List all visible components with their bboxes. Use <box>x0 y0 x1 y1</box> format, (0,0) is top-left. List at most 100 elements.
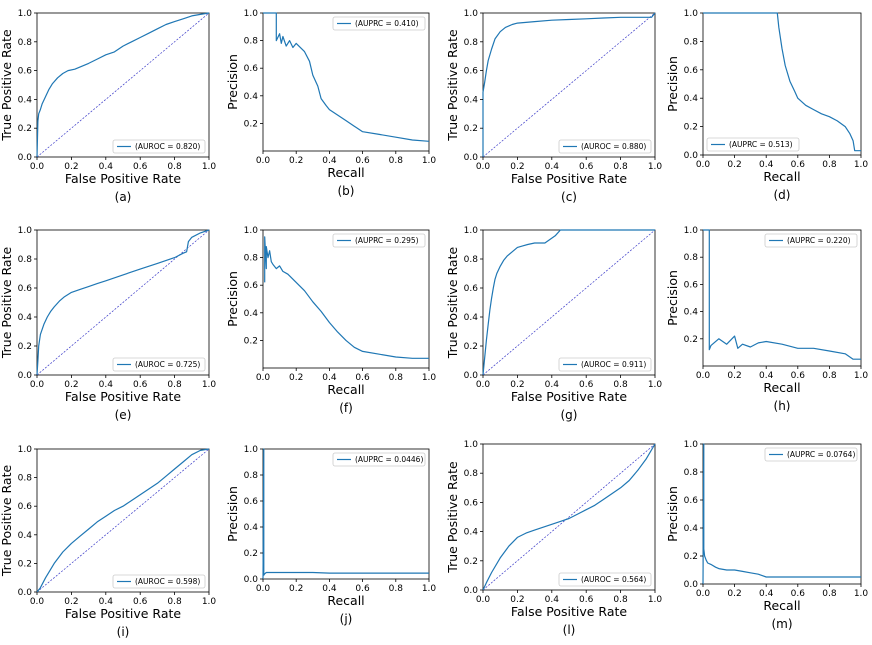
x-tick-label: 1.0 <box>648 595 663 605</box>
y-tick-label: 0.4 <box>684 94 699 104</box>
series-line <box>482 12 656 157</box>
x-tick-label: 0.6 <box>133 380 148 390</box>
plot-frame <box>482 12 656 158</box>
legend-box <box>764 233 858 248</box>
y-tick-label: 0.4 <box>684 524 699 534</box>
legend: (AUROC = 0.598) <box>112 574 206 589</box>
y-tick-label: 1.0 <box>244 445 259 455</box>
x-tick-label: 0.2 <box>64 162 78 172</box>
x-tick-label: 0.8 <box>167 597 182 607</box>
x-tick-label: 0.6 <box>355 156 370 166</box>
chance-diagonal <box>36 12 210 158</box>
y-axis-label: True Positive Rate <box>445 461 460 574</box>
panel-caption: (j) <box>340 612 353 626</box>
x-tick-label: 0.4 <box>759 160 774 170</box>
y-tick-label: 1.0 <box>244 226 259 236</box>
y-axis-label: True Positive Rate <box>0 29 14 142</box>
panel-f: 0.0 0.2 0.4 0.6 0.8 1.0 0.2 0.4 0.6 0.8 1.0 Recall P… <box>225 226 436 415</box>
y-tick-label: 0.8 <box>18 255 33 265</box>
x-tick-label: 1.0 <box>854 589 869 599</box>
panel-caption: (m) <box>771 617 792 631</box>
y-tick-label: 0.2 <box>464 342 478 352</box>
y-tick-label: 0.6 <box>464 284 479 294</box>
panel-caption: (g) <box>561 408 578 422</box>
y-tick-label: 0.2 <box>18 559 32 569</box>
x-axis-label: False Positive Rate <box>65 171 181 186</box>
y-tick-label: 1.0 <box>684 9 699 19</box>
legend-box <box>558 572 652 587</box>
panel-d: 0.0 0.2 0.4 0.6 0.8 1.0 0.0 0.2 0.4 0.6 0.8 1.0 Reca… <box>665 9 868 202</box>
y-tick-label: 0.8 <box>18 38 33 48</box>
x-tick-label: 0.8 <box>167 162 182 172</box>
legend: (AUPRC = 0.0764) <box>764 447 858 462</box>
plot-frame <box>36 229 210 376</box>
x-tick-label: 0.8 <box>389 373 404 383</box>
x-tick-label: 0.0 <box>30 597 45 607</box>
y-tick-label: 0.4 <box>244 523 259 533</box>
chance-diagonal <box>36 229 210 376</box>
y-tick-label: 1.0 <box>684 440 699 450</box>
y-tick-label: 0.0 <box>464 153 479 163</box>
x-tick-label: 0.2 <box>289 373 303 383</box>
x-axis-label: Recall <box>327 165 364 180</box>
panel-m: 0.0 0.2 0.4 0.6 0.8 1.0 0.0 0.2 0.4 0.6 0.8 1.0 Reca… <box>665 440 868 631</box>
legend-box <box>332 233 426 248</box>
x-tick-label: 0.8 <box>822 160 837 170</box>
legend-box <box>112 574 206 589</box>
panel-caption: (e) <box>115 408 132 422</box>
x-tick-label: 0.4 <box>322 156 337 166</box>
x-tick-label: 0.4 <box>99 597 114 607</box>
y-tick-label: 0.0 <box>684 151 699 161</box>
y-tick-label: 0.4 <box>464 528 479 538</box>
y-tick-label: 0.0 <box>18 153 33 163</box>
y-tick-label: 0.6 <box>684 280 699 290</box>
x-tick-label: 0.6 <box>355 373 370 383</box>
x-tick-label: 0.0 <box>256 156 271 166</box>
x-tick-label: 0.8 <box>613 595 628 605</box>
legend-label: (AUPRC = 0.220) <box>787 236 851 245</box>
legend-box <box>332 16 426 31</box>
panel-c: 0.0 0.2 0.4 0.6 0.8 1.0 0.0 0.2 0.4 0.6 0.8 1.0 Fals… <box>445 9 662 204</box>
y-tick-label: 0.2 <box>684 335 698 345</box>
y-axis-label: Precision <box>665 270 680 326</box>
legend-box <box>112 139 206 154</box>
legend: (AUPRC = 0.0446) <box>332 452 426 467</box>
y-tick-label: 0.4 <box>244 309 259 319</box>
legend-box <box>332 452 426 467</box>
panel-l: 0.0 0.2 0.4 0.6 0.8 1.0 0.0 0.2 0.4 0.6 0.8 1.0 Fals… <box>445 440 662 637</box>
legend-label: (AUPRC = 0.0446) <box>355 455 423 464</box>
x-tick-label: 1.0 <box>648 380 663 390</box>
x-tick-label: 0.6 <box>791 589 806 599</box>
x-tick-label: 0.6 <box>791 160 806 170</box>
chance-diagonal <box>482 229 656 376</box>
y-tick-label: 0.2 <box>18 342 32 352</box>
y-tick-label: 0.8 <box>244 254 259 264</box>
x-tick-label: 0.2 <box>510 595 524 605</box>
y-tick-label: 0.8 <box>684 253 699 263</box>
x-tick-label: 0.6 <box>579 162 594 172</box>
x-tick-label: 1.0 <box>854 371 869 381</box>
y-tick-label: 0.2 <box>684 552 698 562</box>
x-tick-label: 0.0 <box>696 160 711 170</box>
y-tick-label: 0.8 <box>18 474 33 484</box>
y-tick-label: 0.8 <box>464 255 479 265</box>
x-tick-label: 0.4 <box>545 595 560 605</box>
legend-label: (AUROC = 0.598) <box>135 577 200 586</box>
series-line <box>36 12 210 158</box>
y-axis-label: Precision <box>665 486 680 542</box>
panel-caption: (c) <box>561 190 577 204</box>
plot-frame <box>702 443 862 585</box>
chance-diagonal <box>36 448 210 593</box>
plot-frame <box>702 229 862 367</box>
x-tick-label: 0.2 <box>289 584 303 594</box>
x-axis-label: False Positive Rate <box>511 171 627 186</box>
y-tick-label: 0.0 <box>684 580 699 590</box>
legend-label: (AUROC = 0.564) <box>581 575 646 584</box>
y-axis-label: True Positive Rate <box>445 247 460 360</box>
x-tick-label: 1.0 <box>854 160 869 170</box>
x-tick-label: 0.4 <box>759 589 774 599</box>
y-tick-label: 1.0 <box>18 226 33 236</box>
x-tick-label: 1.0 <box>202 162 217 172</box>
chance-diagonal <box>482 12 656 158</box>
y-tick-label: 1.0 <box>18 445 33 455</box>
